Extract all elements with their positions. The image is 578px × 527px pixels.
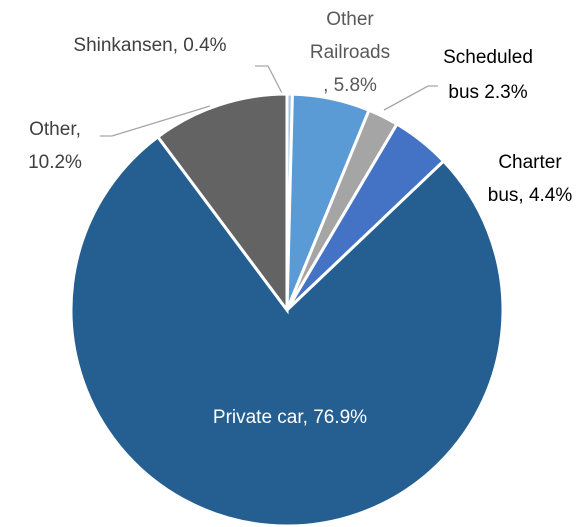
data-label: Charter (498, 152, 562, 173)
data-label: Other (326, 9, 374, 30)
data-label: Scheduled (443, 47, 533, 68)
data-label: Other, (29, 119, 81, 140)
data-label: bus 2.3% (448, 82, 527, 103)
data-label: bus, 4.4% (488, 185, 573, 206)
data-label: , 5.8% (323, 75, 377, 96)
data-label: Railroads (310, 42, 390, 63)
leader-line (383, 85, 438, 111)
data-label: 10.2% (28, 152, 82, 173)
data-label: Private car, 76.9% (213, 407, 367, 428)
data-label: Shinkansen, 0.4% (73, 35, 226, 56)
pie-slice (69, 134, 505, 527)
leader-line (255, 65, 285, 98)
pie-slice (155, 92, 289, 315)
leader-line (100, 105, 211, 137)
